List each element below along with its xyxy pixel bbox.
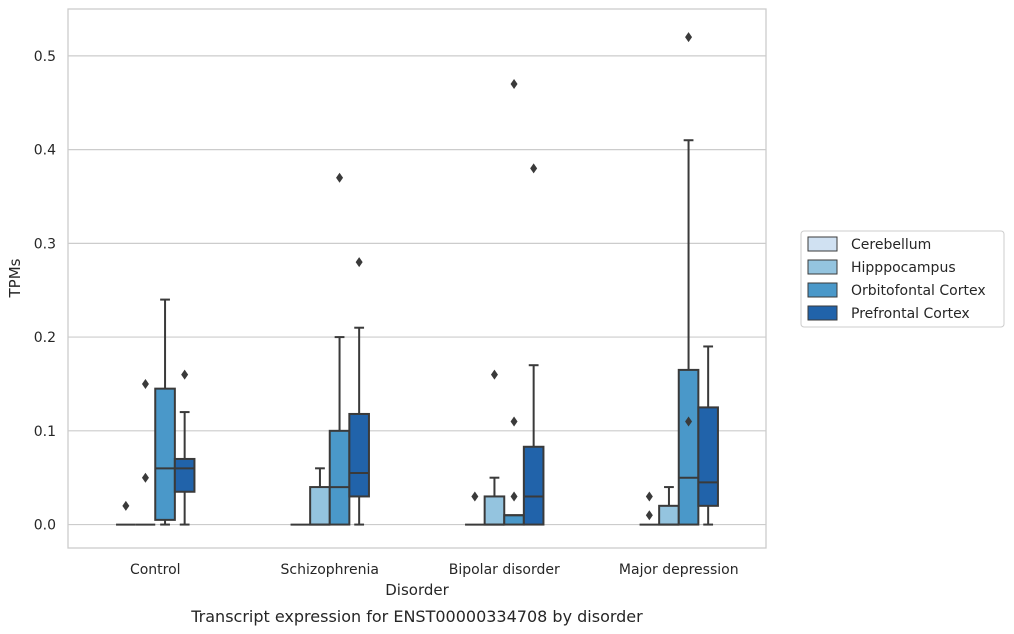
x-axis-label: Disorder xyxy=(385,581,449,599)
box-hipppocampus xyxy=(309,467,331,526)
legend-swatch xyxy=(807,282,838,298)
x-axis-ticks: Control Schizophrenia Bipolar disorder Majo… xyxy=(130,562,739,578)
y-axis-ticks: 0.0 0.1 0.2 0.3 0.4 0.5 xyxy=(34,49,56,534)
outlier-point xyxy=(510,491,518,502)
box-hipppocampus xyxy=(658,486,680,526)
outlier-point xyxy=(355,257,363,268)
chart-caption: Transcript expression for ENST0000033470… xyxy=(190,607,643,626)
outlier-point xyxy=(122,500,130,511)
legend-label: Prefrontal Cortex xyxy=(851,306,970,322)
y-axis-label: TPMs xyxy=(6,258,24,298)
box xyxy=(503,514,525,526)
box-hipppocampus xyxy=(483,369,506,526)
outlier-point xyxy=(336,172,344,183)
outlier-point xyxy=(685,416,693,427)
box-cerebellum xyxy=(639,491,660,526)
boxes xyxy=(116,32,719,526)
box-prefrontal-cortex xyxy=(697,345,719,526)
box-orbitofontal-cortex xyxy=(677,32,700,526)
outlier-point xyxy=(181,369,189,380)
box xyxy=(348,412,370,498)
box-orbitofontal-cortex xyxy=(154,298,176,526)
legend-label: Cerebellum xyxy=(851,237,931,253)
box xyxy=(483,495,506,526)
y-tick-label: 0.4 xyxy=(34,143,56,159)
outlier-point xyxy=(645,510,653,521)
legend-swatch xyxy=(807,305,838,321)
box-orbitofontal-cortex xyxy=(328,172,351,526)
box xyxy=(173,457,196,493)
legend-label: Orbitofontal Cortex xyxy=(851,283,986,299)
box xyxy=(154,387,176,521)
box-prefrontal-cortex xyxy=(173,369,196,526)
outlier-point xyxy=(510,78,518,89)
box xyxy=(697,406,719,507)
legend-frame xyxy=(800,230,1005,328)
y-tick-label: 0.1 xyxy=(34,424,56,440)
x-tick-label: Control xyxy=(130,562,181,578)
outlier-point xyxy=(530,163,538,174)
box-prefrontal-cortex xyxy=(348,257,370,526)
box xyxy=(658,504,680,526)
legend-label: Hipppocampus xyxy=(851,260,956,276)
legend: Cerebellum Hipppocampus Orbitofontal Corte… xyxy=(800,230,1005,328)
box-prefrontal-cortex xyxy=(522,163,545,526)
y-tick-label: 0.2 xyxy=(34,330,56,346)
legend-swatch xyxy=(807,259,838,275)
legend-swatch xyxy=(807,236,838,252)
y-tick-label: 0.3 xyxy=(34,236,56,252)
outlier-point xyxy=(471,491,479,502)
y-tick-label: 0.0 xyxy=(34,518,56,534)
outlier-point xyxy=(141,378,149,389)
box xyxy=(328,429,351,526)
box xyxy=(522,445,545,526)
box xyxy=(309,486,331,526)
box-orbitofontal-cortex xyxy=(503,78,525,526)
box-hipppocampus xyxy=(135,378,156,526)
box-cerebellum xyxy=(465,491,485,526)
outlier-point xyxy=(510,416,518,427)
plot-frame xyxy=(67,8,767,549)
x-tick-label: Schizophrenia xyxy=(281,562,379,578)
box-cerebellum xyxy=(116,500,136,526)
outlier-point xyxy=(645,491,653,502)
y-tick-label: 0.5 xyxy=(34,49,56,65)
box xyxy=(677,368,700,526)
outlier-point xyxy=(141,472,149,483)
x-tick-label: Bipolar disorder xyxy=(449,562,560,578)
x-tick-label: Major depression xyxy=(619,562,739,578)
outlier-point xyxy=(490,369,498,380)
outlier-point xyxy=(685,32,693,43)
